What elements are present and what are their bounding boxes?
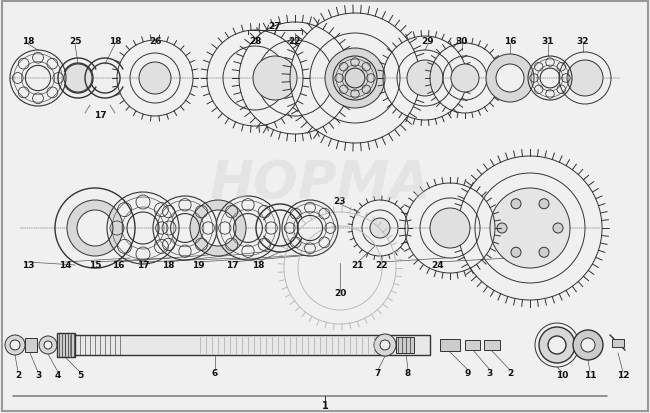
Text: 14: 14 — [58, 261, 72, 270]
Text: 13: 13 — [21, 261, 34, 270]
Circle shape — [497, 223, 507, 233]
Circle shape — [380, 340, 390, 350]
Text: 24: 24 — [432, 261, 445, 270]
Text: 25: 25 — [69, 38, 81, 46]
Text: 9: 9 — [465, 369, 471, 377]
Text: 31: 31 — [541, 38, 554, 46]
Circle shape — [44, 341, 52, 349]
Text: 11: 11 — [584, 370, 596, 380]
Circle shape — [39, 336, 57, 354]
Text: 18: 18 — [21, 38, 34, 46]
Circle shape — [553, 223, 563, 233]
Bar — [440, 339, 460, 351]
Bar — [465, 340, 480, 350]
Text: 18: 18 — [252, 261, 265, 270]
Circle shape — [253, 57, 297, 101]
Circle shape — [139, 63, 171, 95]
Circle shape — [573, 330, 603, 360]
Text: 30: 30 — [456, 38, 468, 46]
Circle shape — [200, 211, 236, 247]
Text: 17: 17 — [226, 261, 239, 270]
Text: 27: 27 — [268, 21, 281, 31]
Text: 15: 15 — [89, 261, 101, 270]
Text: 29: 29 — [422, 38, 434, 46]
Bar — [60, 335, 430, 355]
Circle shape — [370, 218, 390, 238]
Bar — [484, 340, 500, 350]
Bar — [612, 339, 624, 347]
Text: 4: 4 — [55, 370, 61, 380]
Circle shape — [490, 189, 570, 268]
Circle shape — [10, 340, 20, 350]
Text: 19: 19 — [192, 261, 204, 270]
Text: 22: 22 — [376, 261, 388, 270]
Text: 6: 6 — [212, 369, 218, 377]
Circle shape — [539, 199, 549, 209]
Circle shape — [511, 248, 521, 258]
Text: 28: 28 — [249, 38, 261, 46]
Text: 2: 2 — [507, 369, 513, 377]
Text: 8: 8 — [405, 369, 411, 377]
Text: 2: 2 — [15, 370, 21, 380]
Text: 16: 16 — [504, 38, 516, 46]
Text: 16: 16 — [112, 261, 124, 270]
Circle shape — [430, 209, 470, 248]
Text: 32: 32 — [577, 38, 590, 46]
Text: 26: 26 — [149, 38, 161, 46]
Circle shape — [325, 49, 385, 109]
Text: 18: 18 — [162, 261, 174, 270]
Circle shape — [496, 65, 524, 93]
Circle shape — [567, 61, 603, 97]
Text: 3: 3 — [35, 370, 41, 380]
Text: НОРМА: НОРМА — [209, 158, 430, 209]
Text: 17: 17 — [136, 261, 150, 270]
Text: 18: 18 — [109, 38, 122, 46]
Text: 10: 10 — [556, 370, 568, 380]
Circle shape — [511, 199, 521, 209]
Text: 20: 20 — [334, 289, 346, 298]
Text: 17: 17 — [94, 111, 107, 120]
Circle shape — [374, 334, 396, 356]
Circle shape — [486, 55, 534, 103]
Circle shape — [451, 65, 479, 93]
Bar — [57, 333, 75, 357]
Circle shape — [5, 335, 25, 355]
Text: 1: 1 — [322, 400, 328, 410]
Circle shape — [67, 201, 123, 256]
Bar — [396, 337, 414, 353]
Circle shape — [581, 338, 595, 352]
Text: 12: 12 — [617, 370, 629, 380]
Circle shape — [539, 327, 575, 363]
Circle shape — [548, 336, 566, 354]
Circle shape — [77, 211, 113, 247]
Circle shape — [190, 201, 246, 256]
Text: 5: 5 — [77, 370, 83, 380]
Bar — [25, 338, 37, 352]
Text: 3: 3 — [487, 369, 493, 377]
Circle shape — [539, 248, 549, 258]
Circle shape — [64, 65, 92, 93]
Text: 22: 22 — [289, 38, 301, 46]
Text: 23: 23 — [333, 197, 346, 206]
Text: 21: 21 — [352, 261, 364, 270]
Circle shape — [407, 61, 443, 97]
Text: 7: 7 — [375, 369, 381, 377]
